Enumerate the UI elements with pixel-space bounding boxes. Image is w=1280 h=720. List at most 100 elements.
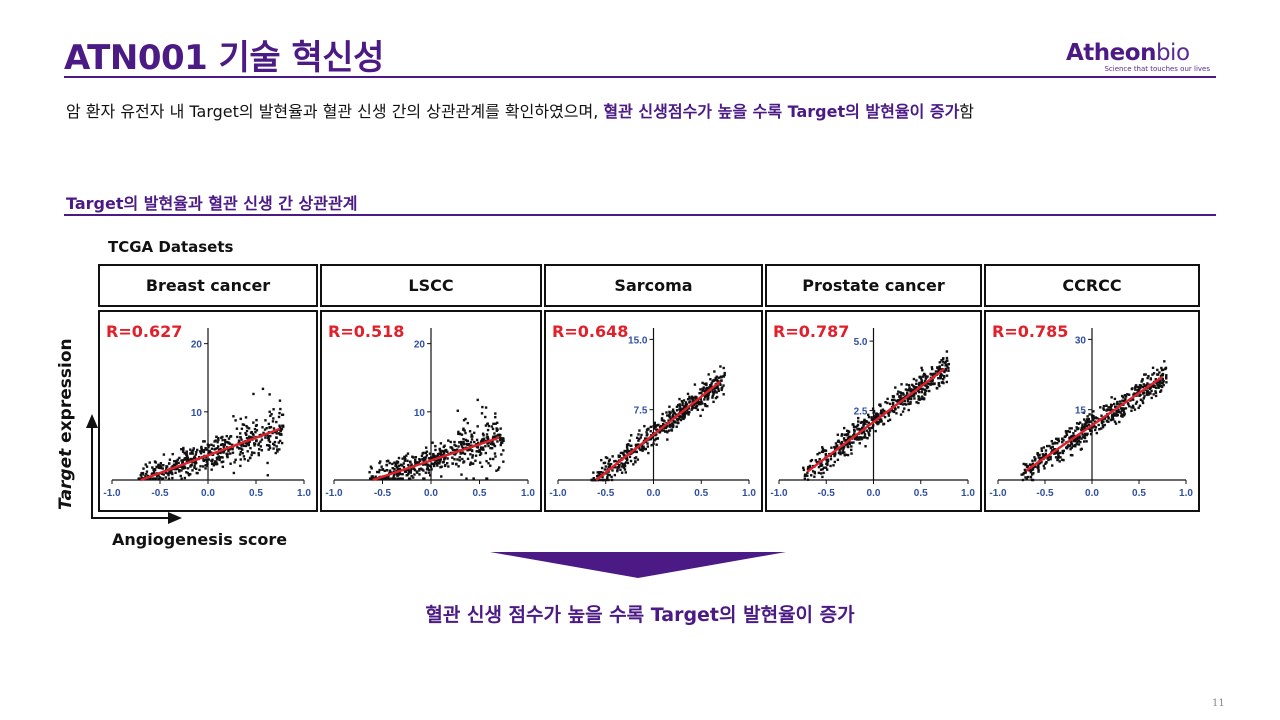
data-point bbox=[1160, 366, 1163, 370]
x-tick-label: 0.0 bbox=[1085, 488, 1099, 499]
data-point bbox=[897, 406, 900, 409]
data-point bbox=[711, 394, 714, 397]
data-point bbox=[146, 474, 150, 478]
data-point bbox=[691, 400, 694, 403]
x-tick-label: 1.0 bbox=[961, 488, 975, 499]
data-point bbox=[712, 400, 715, 404]
panel-plot: -1.0 -0.5 0.0 0.5 1.0 10 20 R=0.518 bbox=[320, 310, 542, 512]
data-point bbox=[716, 386, 719, 389]
data-point bbox=[1077, 443, 1081, 446]
data-point bbox=[908, 397, 912, 400]
data-point bbox=[267, 444, 270, 447]
data-point bbox=[468, 430, 472, 433]
data-point bbox=[424, 446, 428, 449]
data-point bbox=[161, 467, 164, 470]
data-point bbox=[275, 432, 278, 435]
data-point bbox=[925, 385, 928, 388]
data-point bbox=[1062, 449, 1065, 453]
data-point bbox=[428, 474, 432, 477]
data-point bbox=[1084, 423, 1087, 427]
data-point bbox=[843, 445, 846, 448]
data-point bbox=[933, 382, 936, 386]
data-point bbox=[1051, 464, 1054, 467]
data-point bbox=[462, 440, 465, 444]
data-point bbox=[434, 444, 437, 448]
data-point bbox=[409, 464, 413, 468]
data-point bbox=[164, 476, 167, 479]
data-point bbox=[915, 386, 918, 389]
data-point bbox=[1093, 417, 1096, 420]
data-point bbox=[839, 447, 842, 450]
data-point bbox=[446, 457, 449, 460]
data-point bbox=[938, 384, 941, 388]
data-point bbox=[1083, 434, 1086, 437]
data-point bbox=[1127, 393, 1131, 396]
data-point bbox=[1057, 437, 1060, 441]
data-point bbox=[272, 427, 276, 430]
data-point bbox=[1030, 473, 1034, 476]
x-tick-label: -0.5 bbox=[1036, 488, 1054, 499]
data-point bbox=[877, 420, 881, 424]
data-point bbox=[475, 438, 479, 442]
data-point bbox=[675, 405, 679, 408]
data-point bbox=[605, 456, 609, 460]
data-point bbox=[938, 365, 941, 368]
data-point bbox=[164, 471, 168, 474]
data-point bbox=[879, 409, 883, 412]
data-point bbox=[424, 458, 427, 461]
data-point bbox=[457, 465, 460, 468]
data-point bbox=[1025, 477, 1028, 481]
data-point bbox=[1098, 428, 1101, 431]
data-point bbox=[1134, 384, 1138, 387]
data-point bbox=[419, 467, 423, 470]
data-point bbox=[410, 467, 413, 470]
data-point bbox=[859, 436, 863, 439]
data-point bbox=[929, 383, 932, 386]
data-point bbox=[436, 461, 440, 464]
trend-line bbox=[1025, 375, 1164, 472]
data-point bbox=[1141, 385, 1145, 389]
data-point bbox=[491, 427, 495, 431]
data-point bbox=[1079, 440, 1082, 444]
data-point bbox=[453, 452, 456, 456]
data-point bbox=[498, 439, 502, 442]
data-point bbox=[179, 474, 182, 478]
data-point bbox=[720, 388, 723, 392]
data-point bbox=[1107, 417, 1110, 420]
data-point bbox=[816, 453, 819, 456]
data-point bbox=[204, 467, 207, 470]
data-point bbox=[171, 476, 174, 480]
data-point bbox=[219, 447, 222, 451]
data-point bbox=[1154, 386, 1158, 390]
data-point bbox=[486, 422, 489, 426]
data-point bbox=[601, 475, 604, 479]
data-point bbox=[232, 471, 236, 475]
data-point bbox=[1055, 437, 1058, 440]
data-point bbox=[371, 477, 374, 480]
data-point bbox=[1049, 456, 1052, 459]
data-point bbox=[165, 467, 168, 470]
data-point bbox=[1160, 381, 1164, 385]
panel-title: Sarcoma bbox=[544, 264, 763, 307]
data-point bbox=[1144, 373, 1147, 376]
data-point bbox=[1144, 385, 1147, 388]
data-point bbox=[888, 411, 891, 414]
data-point bbox=[438, 460, 442, 463]
data-point bbox=[485, 459, 488, 463]
data-point bbox=[260, 438, 264, 441]
conclusion-text: 혈관 신생 점수가 높을 수록 Target의 발현율이 증가 bbox=[425, 604, 855, 626]
data-point bbox=[1038, 462, 1042, 465]
data-point bbox=[279, 407, 282, 411]
data-point bbox=[1124, 395, 1128, 398]
data-point bbox=[171, 465, 174, 468]
data-point bbox=[180, 448, 183, 451]
data-point bbox=[231, 448, 234, 451]
data-point bbox=[895, 412, 898, 415]
data-point bbox=[1083, 427, 1087, 430]
data-point bbox=[465, 442, 468, 446]
page-title: ATN001 기술 혁신성 bbox=[64, 38, 384, 78]
data-point bbox=[641, 449, 644, 452]
data-point bbox=[1080, 426, 1083, 430]
data-point bbox=[1050, 439, 1054, 443]
data-point bbox=[257, 443, 260, 447]
